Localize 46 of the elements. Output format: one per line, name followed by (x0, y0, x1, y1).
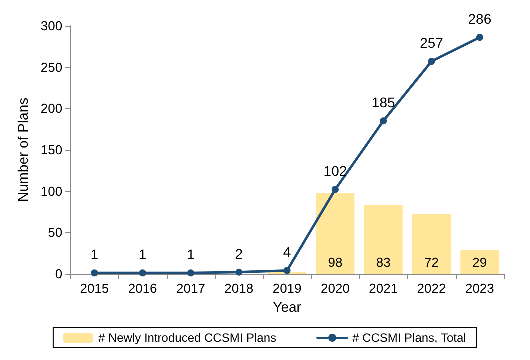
data-label: 185 (372, 94, 396, 111)
x-axis-title: Year (273, 299, 302, 315)
x-tick-label: 2021 (369, 281, 398, 296)
data-label: 1 (138, 246, 147, 263)
y-axis-title: Number of Plans (15, 98, 31, 202)
bar (316, 192, 355, 274)
x-tick-label: 2022 (417, 281, 446, 296)
y-tick-label: 250 (40, 60, 63, 75)
point (139, 270, 146, 277)
bar (364, 205, 403, 274)
x-tick-label: 2019 (272, 281, 302, 296)
point (187, 270, 194, 277)
point (284, 267, 291, 274)
data-label: 83 (376, 255, 391, 270)
x-tick-label: 2018 (224, 281, 254, 296)
data-label: 1 (187, 246, 196, 263)
point (236, 268, 243, 276)
point (332, 186, 339, 194)
bar (412, 214, 452, 274)
x-tick-label: 2017 (176, 281, 206, 296)
data-label: 4 (283, 244, 292, 260)
x-tick-label: 2020 (320, 281, 350, 296)
y-tick-label: 150 (40, 142, 63, 158)
data-label: 29 (472, 255, 488, 270)
data-label: 257 (420, 35, 444, 52)
y-tick-label: 200 (40, 101, 63, 116)
x-tick-label: 2016 (128, 281, 158, 296)
data-label: 98 (328, 255, 343, 270)
point (380, 118, 388, 125)
bar (460, 250, 500, 274)
data-label: 72 (424, 255, 439, 270)
data-label: 286 (468, 11, 492, 28)
x-tick-label: 2023 (465, 281, 494, 296)
legend-label: # CCSMI Plans, Total (352, 331, 466, 345)
data-label: 1 (90, 246, 99, 263)
data-label: 102 (324, 163, 348, 180)
y-tick-label: 50 (48, 225, 63, 240)
y-tick-label: 100 (40, 184, 63, 199)
point (91, 270, 98, 277)
x-tick-label: 2015 (80, 281, 110, 296)
point (428, 58, 436, 66)
point (476, 34, 484, 42)
data-label: 2 (235, 246, 244, 262)
y-tick-label: 0 (55, 266, 63, 282)
y-tick-label: 300 (40, 18, 63, 34)
legend-label: # Newly Introduced CCSMI Plans (98, 331, 277, 345)
